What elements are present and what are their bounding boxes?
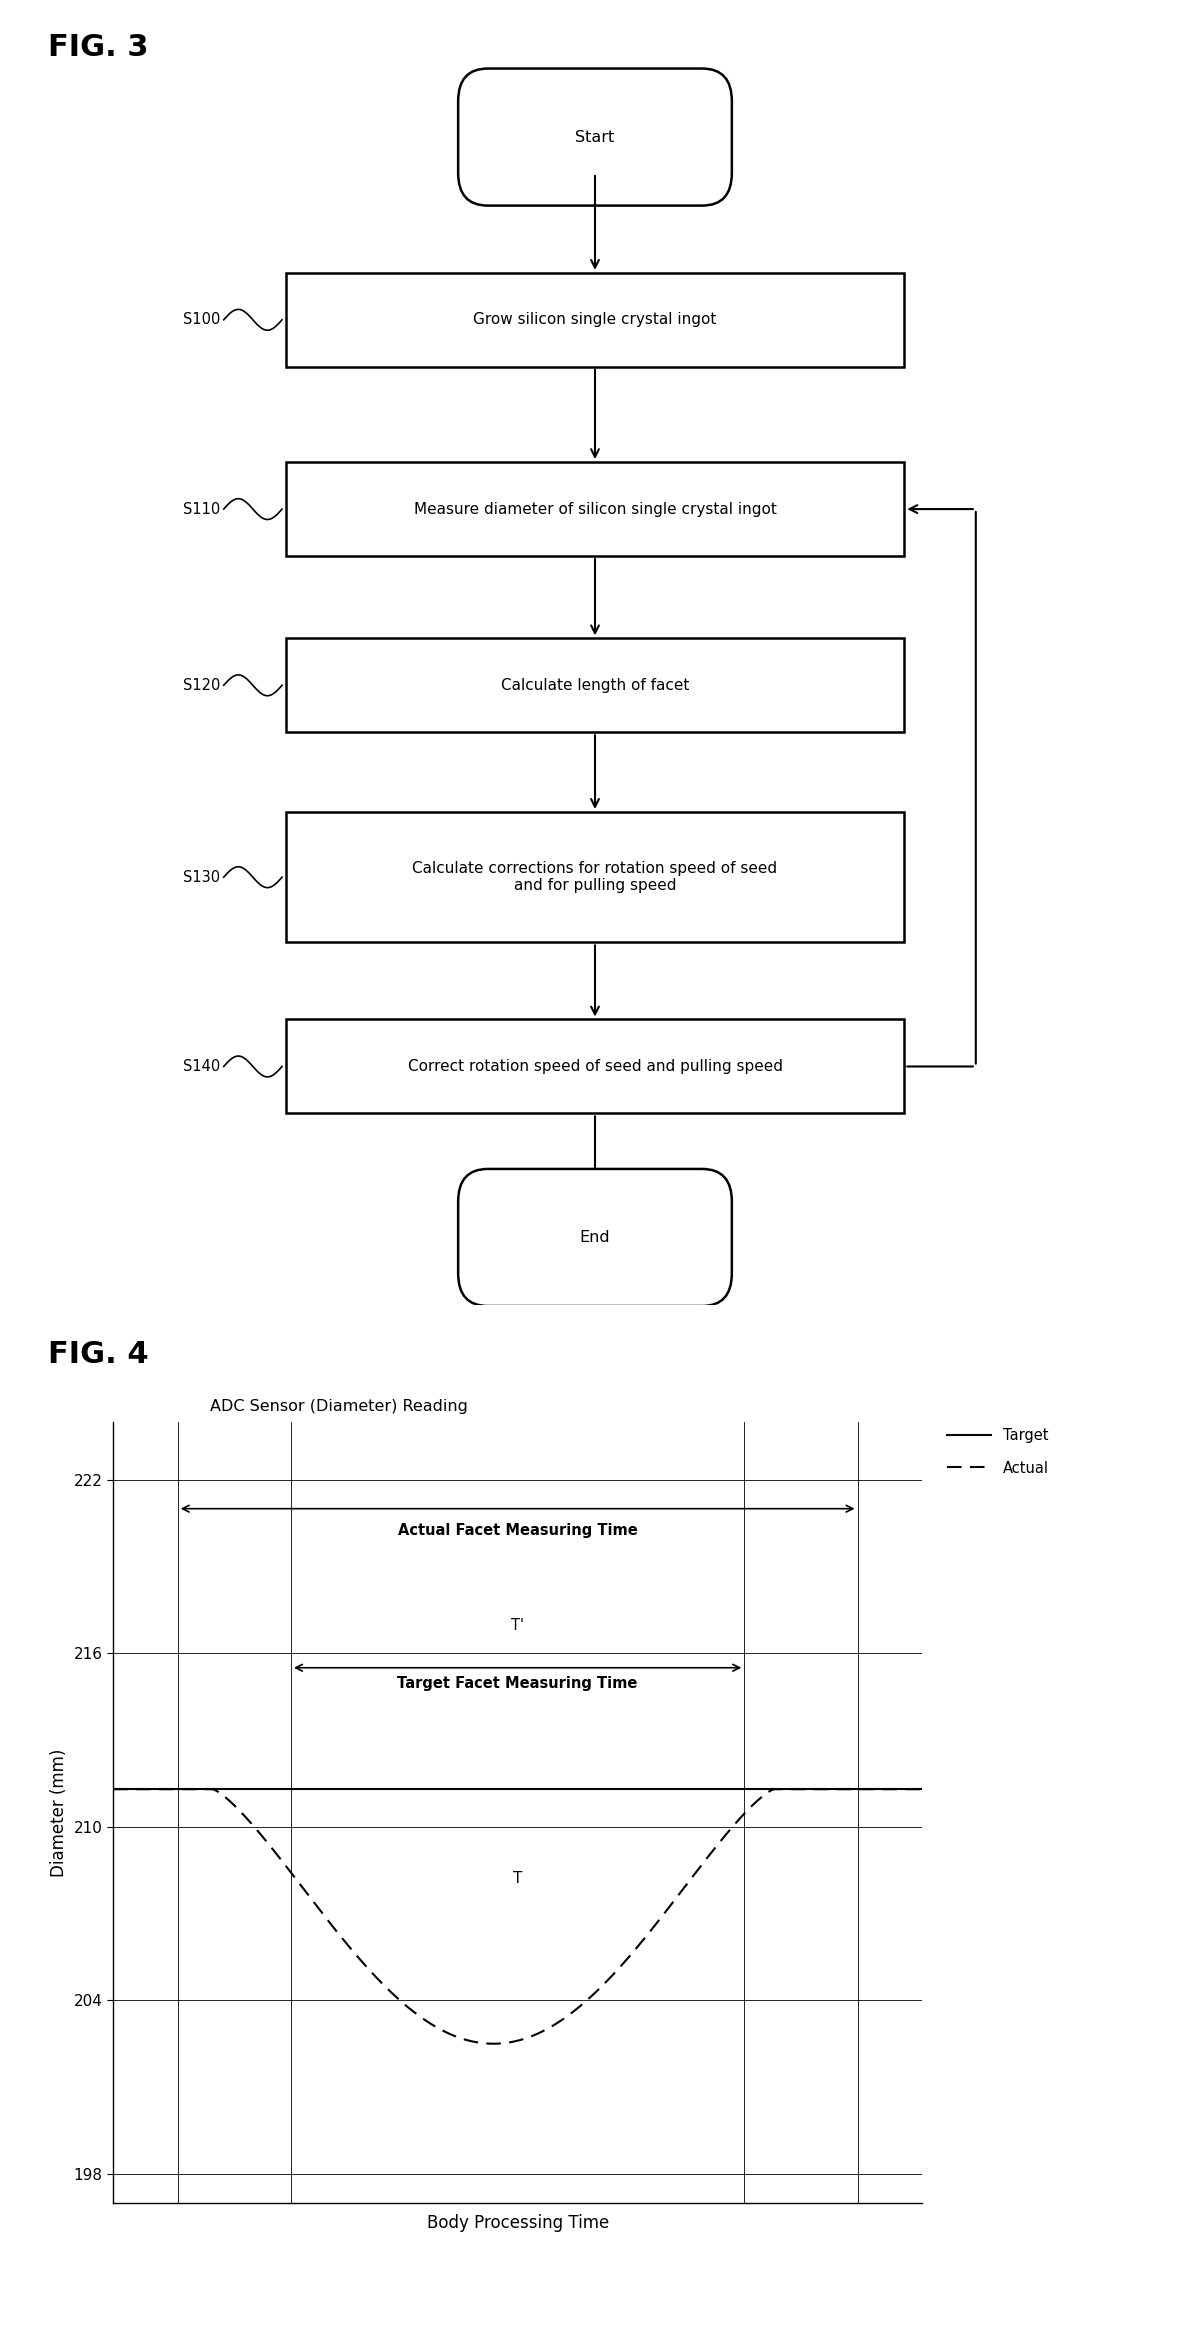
Text: Target Facet Measuring Time: Target Facet Measuring Time (397, 1676, 638, 1692)
Text: FIG. 4: FIG. 4 (48, 1340, 149, 1368)
Text: ADC Sensor (Diameter) Reading: ADC Sensor (Diameter) Reading (211, 1399, 468, 1415)
Text: FIG. 3: FIG. 3 (48, 33, 148, 61)
Bar (286, 639, 904, 732)
Text: Calculate length of facet: Calculate length of facet (501, 678, 689, 692)
Text: Correct rotation speed of seed and pulling speed: Correct rotation speed of seed and pulli… (407, 1058, 783, 1075)
FancyBboxPatch shape (458, 1168, 732, 1305)
Bar (286, 1019, 904, 1114)
Text: S100: S100 (183, 312, 220, 326)
Text: T': T' (512, 1618, 524, 1634)
Text: S120: S120 (183, 678, 220, 692)
X-axis label: Body Processing Time: Body Processing Time (426, 2214, 609, 2231)
Bar (286, 811, 904, 942)
Text: S110: S110 (183, 501, 220, 517)
FancyBboxPatch shape (458, 68, 732, 205)
Text: Grow silicon single crystal ingot: Grow silicon single crystal ingot (474, 312, 716, 326)
Text: Measure diameter of silicon single crystal ingot: Measure diameter of silicon single cryst… (414, 501, 776, 517)
Y-axis label: Diameter (mm): Diameter (mm) (50, 1748, 68, 1876)
Legend: Target, Actual: Target, Actual (941, 1422, 1054, 1483)
Bar (286, 462, 904, 557)
Text: Calculate corrections for rotation speed of seed
and for pulling speed: Calculate corrections for rotation speed… (413, 860, 777, 893)
Text: S130: S130 (183, 869, 220, 886)
Text: Start: Start (576, 131, 614, 145)
Text: T: T (513, 1872, 522, 1886)
Text: Actual Facet Measuring Time: Actual Facet Measuring Time (397, 1522, 638, 1538)
Bar (286, 273, 904, 366)
Text: End: End (580, 1231, 610, 1245)
Text: S140: S140 (183, 1058, 220, 1075)
